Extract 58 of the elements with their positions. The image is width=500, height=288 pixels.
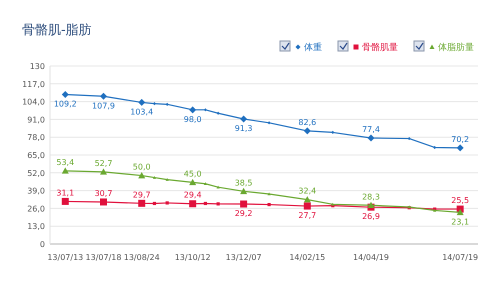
data-label: 30,7 [94, 188, 112, 198]
data-label: 31,1 [56, 188, 74, 198]
point [204, 108, 208, 112]
point [100, 92, 107, 100]
data-label: 103,4 [130, 107, 154, 116]
legend-label: 骨骼肌量 [362, 42, 398, 53]
point [152, 176, 156, 179]
point [100, 168, 107, 175]
x-tick-label: 14/04/19 [353, 253, 389, 262]
data-label: 38,5 [234, 178, 253, 188]
data-label: 109,2 [54, 99, 77, 108]
point [204, 182, 208, 186]
y-tick-label: 39,0 [27, 186, 45, 196]
x-tick-label: 13/07/18 [86, 253, 122, 262]
data-label: 32,4 [298, 186, 316, 196]
data-label: 107,9 [92, 101, 115, 110]
point [368, 134, 374, 142]
point [152, 102, 156, 106]
y-tick-label: 78,0 [27, 133, 45, 142]
x-tick-label: 13/12/07 [226, 253, 262, 262]
point [267, 121, 271, 124]
data-label: 45,0 [184, 169, 202, 178]
data-label: 29,2 [234, 209, 253, 218]
data-label: 23,1 [451, 217, 470, 226]
y-tick-label: 91,0 [27, 115, 45, 124]
y-tick-label: 117,0 [22, 80, 45, 89]
point [267, 192, 271, 196]
data-label: 98,0 [184, 114, 202, 124]
y-tick-label: 130 [30, 62, 45, 71]
point [100, 198, 107, 206]
data-label: 28,3 [362, 192, 380, 202]
y-tick-label: 52,0 [27, 168, 45, 178]
data-label: 91,3 [234, 124, 253, 133]
x-tick-label: 13/10/12 [174, 253, 211, 262]
data-label: 27,7 [298, 211, 316, 220]
x-tick-label: 14/07/19 [442, 253, 478, 262]
legend-label: 体脂肪量 [438, 42, 474, 53]
data-label: 29,7 [132, 190, 151, 200]
data-label: 70,2 [451, 134, 470, 144]
y-tick-label: 13,0 [27, 222, 45, 232]
data-label: 77,4 [362, 125, 380, 134]
point [368, 202, 374, 208]
y-tick-label: 104,0 [22, 98, 45, 107]
data-label: 82,6 [298, 118, 316, 127]
y-tick-label: 0 [40, 240, 45, 249]
data-label: 50,0 [132, 162, 151, 172]
data-label: 25,5 [451, 196, 470, 206]
y-tick-label: 65,0 [27, 151, 45, 160]
data-label: 52,7 [94, 158, 112, 168]
legend-label: 体重 [304, 42, 322, 53]
chart-title: 骨骼肌-脂肪 [22, 23, 92, 38]
x-tick-label: 14/02/15 [289, 253, 326, 262]
x-tick-label: 13/08/24 [124, 253, 160, 262]
x-tick-label: 13/07/13 [47, 253, 84, 262]
data-label: 29,4 [184, 190, 202, 200]
data-label: 26,9 [362, 212, 380, 222]
y-tick-label: 26,0 [27, 204, 45, 214]
data-label: 53,4 [56, 158, 74, 167]
